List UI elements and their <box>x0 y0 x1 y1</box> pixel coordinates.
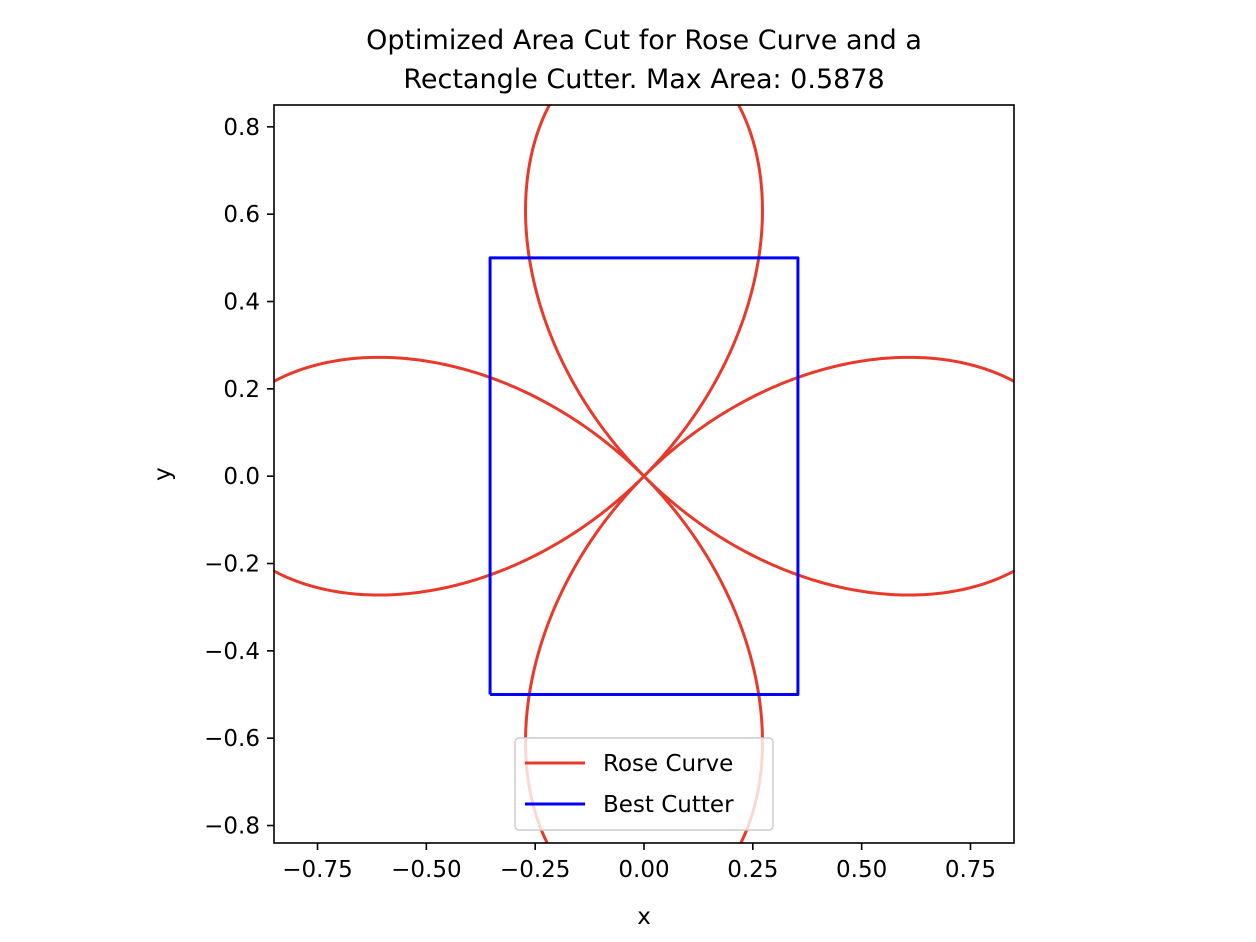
x-tick-label: 0.75 <box>945 857 996 883</box>
y-tick-label: −0.8 <box>204 814 260 840</box>
series-line-rose-curve <box>274 105 1014 843</box>
x-tick-label: 0.00 <box>618 857 669 883</box>
series-line-best-cutter <box>488 256 800 697</box>
chart-title-line-2: Rectangle Cutter. Max Area: 0.5878 <box>403 64 884 95</box>
x-axis-ticks: −0.75 −0.50 −0.25 0.00 0.25 0.50 0.75 <box>282 843 996 883</box>
series-layer <box>274 105 1014 843</box>
x-tick-label: −0.75 <box>282 857 352 883</box>
x-tick-label: −0.50 <box>391 857 461 883</box>
y-tick-label: 0.4 <box>223 290 260 316</box>
y-tick-label: 0.6 <box>223 202 260 228</box>
y-tick-label: 0.8 <box>223 115 260 141</box>
y-tick-label: −0.2 <box>204 552 260 578</box>
legend-box <box>514 737 774 831</box>
x-tick-label: 0.25 <box>727 857 778 883</box>
x-axis-label: x <box>637 904 651 930</box>
legend-label-best-cutter: Best Cutter <box>603 792 734 818</box>
x-tick-label: −0.25 <box>500 857 570 883</box>
y-tick-label: 0.2 <box>223 377 260 403</box>
y-axis-label: y <box>150 467 176 481</box>
y-tick-label: 0.0 <box>223 464 260 490</box>
legend: Rose Curve Best Cutter <box>514 737 774 831</box>
y-tick-label: −0.6 <box>204 726 260 752</box>
y-tick-label: −0.4 <box>204 639 260 665</box>
y-axis-ticks: 0.8 0.6 0.4 0.2 0.0 −0.2 −0.4 −0.6 −0.8 <box>204 115 274 840</box>
legend-label-rose-curve: Rose Curve <box>603 751 733 777</box>
x-tick-label: 0.50 <box>836 857 887 883</box>
chart-title-line-1: Optimized Area Cut for Rose Curve and a <box>366 25 922 56</box>
